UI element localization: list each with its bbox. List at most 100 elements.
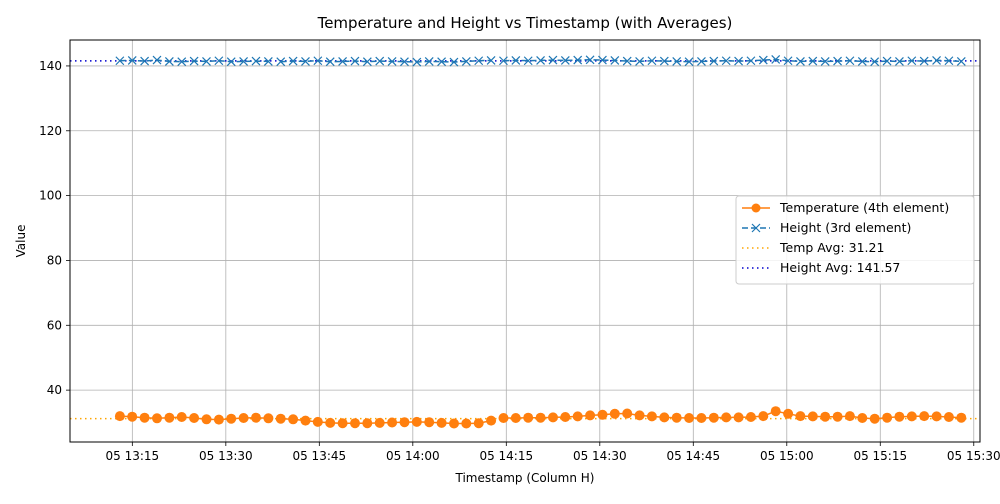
- x-axis-label: Timestamp (Column H): [455, 471, 595, 485]
- data-point: [313, 56, 323, 66]
- data-point: [473, 418, 484, 429]
- data-point: [697, 56, 706, 66]
- data-point: [449, 57, 459, 67]
- data-point: [659, 56, 669, 66]
- data-point: [820, 411, 831, 422]
- x-tick-label: 05 14:00: [386, 449, 440, 463]
- y-tick-label: 120: [39, 124, 62, 138]
- data-point: [844, 411, 855, 422]
- data-point: [127, 55, 137, 65]
- data-point: [845, 56, 855, 66]
- data-point: [548, 412, 558, 423]
- data-point: [176, 412, 187, 422]
- data-point: [585, 410, 596, 421]
- data-point: [189, 56, 199, 66]
- data-point: [387, 56, 397, 66]
- data-point: [300, 415, 311, 426]
- data-point: [375, 56, 385, 66]
- data-point: [399, 417, 410, 428]
- data-point: [301, 56, 310, 66]
- data-point: [213, 414, 224, 425]
- data-point: [152, 413, 162, 424]
- data-point: [894, 411, 905, 422]
- data-point: [400, 57, 409, 67]
- legend-label-2: Temp Avg: 31.21: [779, 240, 884, 255]
- data-point: [931, 411, 942, 422]
- data-point: [882, 56, 892, 66]
- data-point: [906, 411, 917, 422]
- data-point: [746, 56, 756, 66]
- data-point: [202, 56, 211, 66]
- data-point: [511, 55, 521, 65]
- data-point: [164, 56, 174, 66]
- data-point: [610, 55, 620, 65]
- series-line-0: [280, 417, 492, 425]
- series-line-1: [280, 59, 492, 63]
- data-point: [411, 416, 422, 427]
- data-point: [832, 411, 843, 422]
- legend-label-3: Height Avg: 141.57: [780, 260, 900, 275]
- y-tick-label: 60: [47, 318, 62, 332]
- data-point: [486, 415, 497, 426]
- legend: Temperature (4th element) Height (3rd ele…: [735, 195, 975, 285]
- data-point: [114, 411, 125, 422]
- data-point: [733, 412, 744, 423]
- data-point: [783, 56, 793, 66]
- data-point: [758, 55, 768, 65]
- data-point: [956, 56, 966, 66]
- data-point: [127, 411, 138, 422]
- data-point: [745, 412, 756, 422]
- data-point: [734, 56, 743, 66]
- data-point: [461, 418, 472, 429]
- plot-frame: [69, 39, 981, 443]
- data-point: [671, 412, 682, 423]
- data-point: [646, 411, 657, 422]
- data-point: [288, 414, 299, 425]
- data-point: [770, 406, 781, 417]
- data-point: [807, 411, 818, 422]
- data-point: [276, 57, 286, 67]
- data-point: [696, 413, 707, 423]
- data-point: [684, 57, 694, 67]
- data-point: [226, 413, 237, 424]
- data-point: [461, 56, 471, 66]
- x-tick-label: 05 14:45: [666, 449, 720, 463]
- chart-title: Temperature and Height vs Timestamp (wit…: [317, 14, 733, 32]
- data-point: [708, 412, 719, 423]
- data-point: [919, 56, 929, 66]
- legend-label-0: Temperature (4th element): [779, 200, 949, 215]
- data-point: [374, 417, 385, 428]
- data-point: [709, 56, 719, 66]
- data-point: [325, 417, 336, 428]
- data-point: [177, 57, 187, 67]
- data-point: [833, 56, 842, 66]
- x-tick-label: 05 13:45: [292, 449, 346, 463]
- data-point: [932, 55, 941, 65]
- data-point: [536, 55, 546, 65]
- data-point: [870, 57, 880, 67]
- data-point: [869, 413, 880, 424]
- data-point: [758, 411, 769, 422]
- data-point: [647, 56, 657, 66]
- data-point: [882, 412, 893, 423]
- data-point: [560, 55, 570, 65]
- data-point: [597, 409, 608, 420]
- y-tick-label: 40: [47, 383, 62, 397]
- data-point: [808, 56, 818, 66]
- series-0: [114, 406, 967, 429]
- data-point: [523, 56, 533, 66]
- data-point: [275, 413, 286, 424]
- data-point: [139, 412, 150, 423]
- data-point: [535, 412, 546, 423]
- data-point: [251, 56, 261, 66]
- x-tick-label: 05 15:30: [947, 449, 1000, 463]
- y-tick-label: 100: [39, 189, 62, 203]
- data-point: [510, 413, 521, 423]
- y-axis-label: Value: [14, 225, 28, 258]
- data-point: [684, 413, 695, 423]
- data-point: [362, 418, 373, 429]
- data-point: [635, 56, 644, 66]
- data-point: [424, 56, 434, 66]
